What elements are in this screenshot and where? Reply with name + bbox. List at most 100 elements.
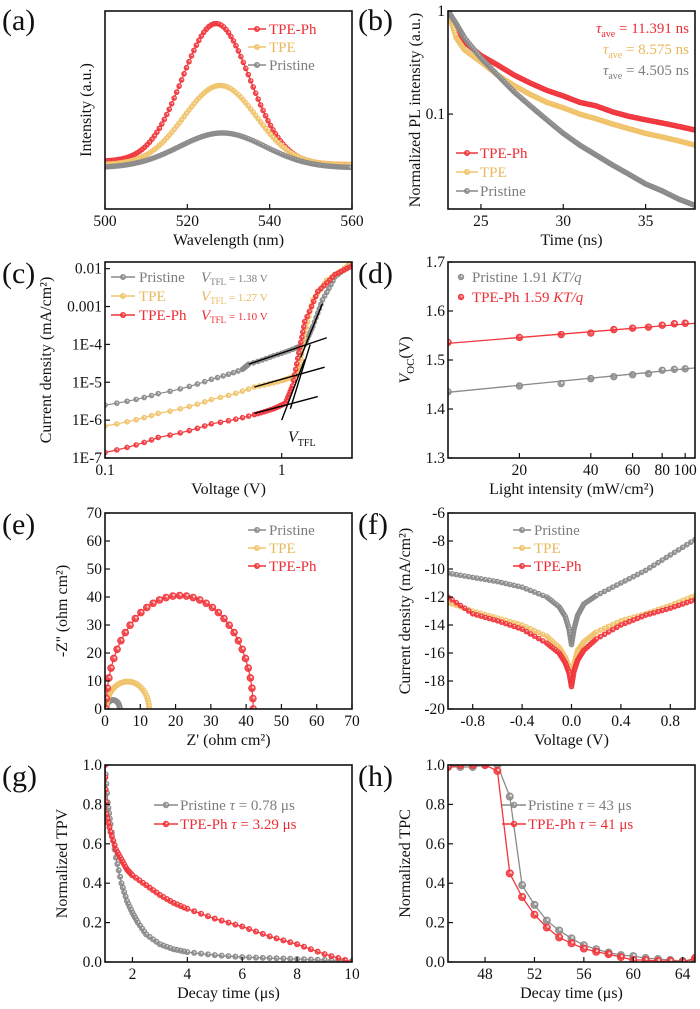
- data-point-highlight: [455, 573, 458, 575]
- x-tick-label: 8: [293, 966, 301, 983]
- plot-area: [105, 262, 352, 456]
- vtfl-sub: TFL: [210, 277, 226, 287]
- data-point-highlight: [250, 675, 253, 679]
- data-point-highlight: [310, 957, 313, 960]
- data-point-highlight: [653, 611, 656, 614]
- data-point-highlight: [311, 305, 313, 307]
- data-point-highlight: [488, 614, 491, 616]
- data-point: [198, 910, 205, 917]
- data-point: [518, 881, 527, 890]
- vtfl-value: VTFL = 1.38 V: [201, 270, 268, 287]
- legend-label: TPE: [269, 541, 296, 557]
- data-point-highlight: [169, 409, 172, 412]
- data-point: [238, 53, 244, 60]
- data-point-highlight: [149, 935, 152, 938]
- data-point: [126, 621, 134, 629]
- data-point: [217, 394, 224, 401]
- data-point-highlight: [157, 435, 160, 438]
- data-point: [245, 386, 252, 392]
- x-tick-label: 80: [654, 462, 670, 479]
- data-point-highlight: [257, 97, 260, 100]
- data-point: [531, 633, 538, 639]
- data-point-highlight: [152, 937, 155, 940]
- plot-area: [105, 591, 257, 709]
- data-point: [184, 905, 191, 912]
- data-point-highlight: [608, 630, 610, 633]
- y-tick-label: 0.0: [426, 954, 446, 971]
- data-point-highlight: [252, 696, 255, 699]
- data-point: [211, 915, 218, 922]
- data-point-highlight: [257, 117, 260, 120]
- series-pristine: [105, 130, 352, 171]
- tau-symbol: τ: [603, 63, 609, 79]
- data-point-highlight: [669, 958, 673, 962]
- data-point-highlight: [135, 397, 138, 400]
- data-point-highlight: [180, 387, 182, 390]
- data-point-highlight: [242, 416, 244, 418]
- data-point: [530, 910, 539, 919]
- data-point-highlight: [338, 956, 340, 959]
- data-point-highlight: [665, 556, 668, 558]
- data-point-highlight: [678, 600, 680, 603]
- x-tick-label: 60: [625, 462, 641, 479]
- data-point-highlight: [645, 957, 648, 961]
- data-point-highlight: [328, 287, 331, 289]
- tangent-line: [299, 303, 324, 358]
- data-point-highlight: [256, 63, 259, 66]
- data-point-highlight: [645, 568, 648, 571]
- tangent-line: [254, 366, 325, 388]
- data-point-highlight: [139, 923, 142, 926]
- data-point-highlight: [108, 806, 110, 809]
- legend-marker: [253, 44, 260, 51]
- data-point-highlight: [110, 665, 114, 669]
- data-point-highlight: [197, 426, 199, 429]
- data-point-highlight: [661, 558, 664, 561]
- panel-label: (f): [358, 508, 388, 541]
- data-point-highlight: [193, 909, 196, 912]
- data-point: [644, 370, 653, 378]
- data-point-highlight: [248, 414, 251, 417]
- data-point: [457, 602, 464, 609]
- data-point-highlight: [608, 624, 610, 627]
- data-point: [202, 599, 211, 608]
- data-point-highlight: [148, 701, 151, 704]
- data-point-highlight: [248, 387, 251, 390]
- data-point-highlight: [217, 376, 219, 378]
- data-point: [246, 926, 253, 933]
- data-point-highlight: [509, 620, 512, 622]
- data-point-highlight: [310, 947, 313, 950]
- data-point-highlight: [455, 601, 458, 603]
- y-tick-label: 40: [87, 589, 103, 606]
- data-point-highlight: [317, 958, 320, 961]
- data-point: [218, 952, 225, 959]
- data-point-highlight: [125, 894, 128, 897]
- data-point: [117, 636, 125, 645]
- data-point: [280, 937, 287, 944]
- legend-label: TPE-Ph: [480, 146, 528, 162]
- vtfl-v: V: [201, 270, 212, 286]
- data-point: [642, 567, 649, 574]
- y-tick-label: -14: [424, 617, 445, 634]
- data-point-highlight: [484, 613, 487, 615]
- data-point-highlight: [163, 895, 165, 898]
- data-point-highlight: [276, 936, 279, 939]
- x-tick-label: 0.4: [611, 713, 631, 730]
- data-point-highlight: [116, 448, 119, 451]
- data-point: [171, 95, 177, 101]
- data-point: [653, 957, 662, 962]
- y-tick-label: 1E-5: [72, 374, 102, 391]
- data-point: [255, 96, 261, 102]
- panel-h: (h) 48 52 56 60 64 0.0 0.2 0.4 0.6 0.8 1.0 Decay tim…: [358, 757, 696, 1002]
- y-tick-label: 1.6: [426, 303, 446, 320]
- data-point: [287, 939, 294, 946]
- data-point-highlight: [670, 606, 672, 609]
- data-point: [105, 694, 111, 703]
- legend-marker: [510, 820, 518, 828]
- data-point-highlight: [637, 617, 639, 619]
- data-point-highlight: [139, 878, 141, 881]
- data-point-highlight: [146, 605, 149, 608]
- data-point-highlight: [221, 919, 224, 921]
- data-point: [188, 53, 195, 59]
- data-point-highlight: [509, 623, 512, 626]
- legend-label: Pristine 1.91 KT/q: [472, 270, 582, 286]
